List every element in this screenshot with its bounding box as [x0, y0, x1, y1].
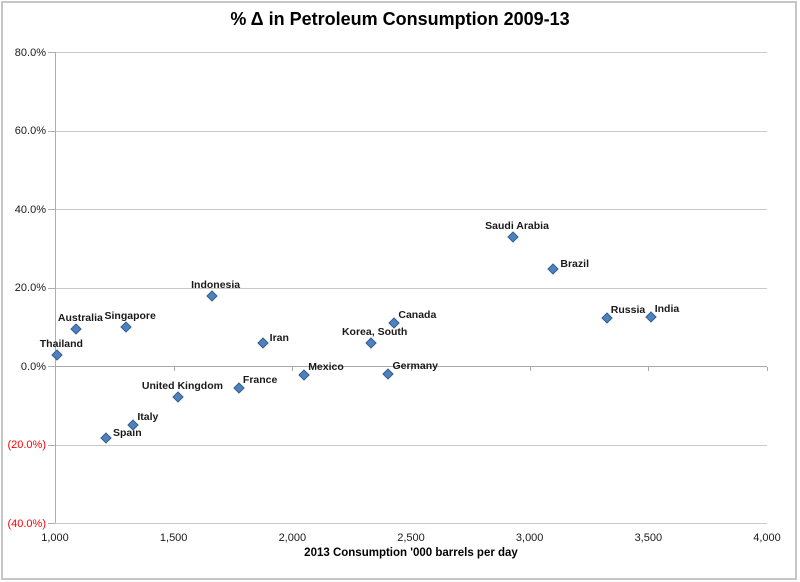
- y-tick-label-80-0: 80.0%: [14, 46, 46, 59]
- y-tick: [48, 209, 55, 210]
- x-tick: [767, 367, 768, 371]
- y-tick-label-40-0: (40.0%): [7, 517, 46, 530]
- data-point-label-iran: Iran: [269, 331, 289, 344]
- x-tick-label-3-000: 3,000: [515, 532, 544, 544]
- data-point-label-france: France: [242, 373, 278, 386]
- x-tick-label-1-500: 1,500: [159, 532, 188, 544]
- x-tick: [173, 367, 175, 371]
- x-tick: [55, 367, 56, 371]
- data-point-label-saudi-arabia: Saudi Arabia: [485, 219, 549, 232]
- data-point-label-russia: Russia: [610, 304, 646, 317]
- data-point-label-indonesia: Indonesia: [191, 279, 241, 292]
- chart-title: % Δ in Petroleum Consumption 2009-13: [230, 9, 570, 29]
- x-tick-label-1-000: 1,000: [41, 532, 69, 544]
- x-tick: [648, 367, 650, 371]
- y-gridline-40-0: [55, 523, 767, 524]
- data-point-label-australia: Australia: [57, 312, 103, 325]
- y-tick: [48, 52, 55, 53]
- x-tick-label-2-500: 2,500: [397, 532, 425, 544]
- y-tick: [48, 130, 55, 132]
- y-axis-line: [55, 52, 56, 523]
- x-tick: [411, 367, 412, 371]
- data-point-marker-indonesia: [205, 290, 218, 302]
- data-point-marker-spain: [100, 432, 112, 444]
- data-point-label-india: India: [654, 302, 680, 315]
- data-point-label-singapore: Singapore: [104, 310, 156, 323]
- y-gridline-60-0: [55, 130, 767, 132]
- y-tick-label-0-0: 0.0%: [20, 360, 46, 373]
- data-point-label-germany: Germany: [392, 359, 438, 372]
- y-tick: [48, 444, 55, 446]
- y-tick-label-20-0: (20.0%): [7, 439, 46, 451]
- data-point-marker-brazil: [547, 263, 560, 275]
- data-point-label-united-kingdom: United Kingdom: [141, 380, 223, 392]
- data-point-label-mexico: Mexico: [308, 360, 344, 373]
- data-point-marker-iran: [256, 337, 269, 349]
- data-point-marker-australia: [70, 323, 83, 335]
- y-gridline-80-0: [55, 52, 767, 53]
- data-point-label-italy: Italy: [137, 410, 159, 423]
- data-point-label-korea-south: Korea, South: [341, 325, 408, 338]
- data-point-label-spain: Spain: [113, 426, 142, 439]
- y-gridline-40-0: [55, 209, 767, 210]
- y-tick-label-40-0: 40.0%: [14, 203, 46, 216]
- data-point-label-canada: Canada: [398, 308, 437, 321]
- data-point-marker-united-kingdom: [172, 391, 185, 403]
- x-tick-label-2-000: 2,000: [278, 532, 307, 544]
- x-tick-label-4-000: 4,000: [753, 532, 781, 544]
- y-gridline-20-0: [55, 444, 767, 446]
- y-gridline-20-0: [55, 287, 767, 289]
- x-tick: [529, 367, 531, 371]
- y-tick: [48, 523, 55, 524]
- x-tick: [292, 367, 294, 371]
- data-point-label-brazil: Brazil: [560, 258, 589, 271]
- x-axis-title: 2013 Consumption '000 barrels per day: [304, 547, 518, 559]
- y-tick-label-20-0: 20.0%: [14, 282, 46, 294]
- data-point-marker-saudi-arabia: [507, 231, 519, 243]
- data-point-label-thailand: Thailand: [39, 337, 83, 350]
- y-tick: [48, 366, 55, 367]
- x-axis-line: [55, 366, 767, 367]
- data-point-marker-thailand: [51, 348, 64, 361]
- y-tick-label-60-0: 60.0%: [14, 125, 46, 137]
- data-point-marker-korea-south: [364, 337, 377, 349]
- x-tick-label-3-500: 3,500: [634, 532, 663, 544]
- data-point-marker-singapore: [120, 321, 132, 333]
- y-tick: [48, 287, 55, 289]
